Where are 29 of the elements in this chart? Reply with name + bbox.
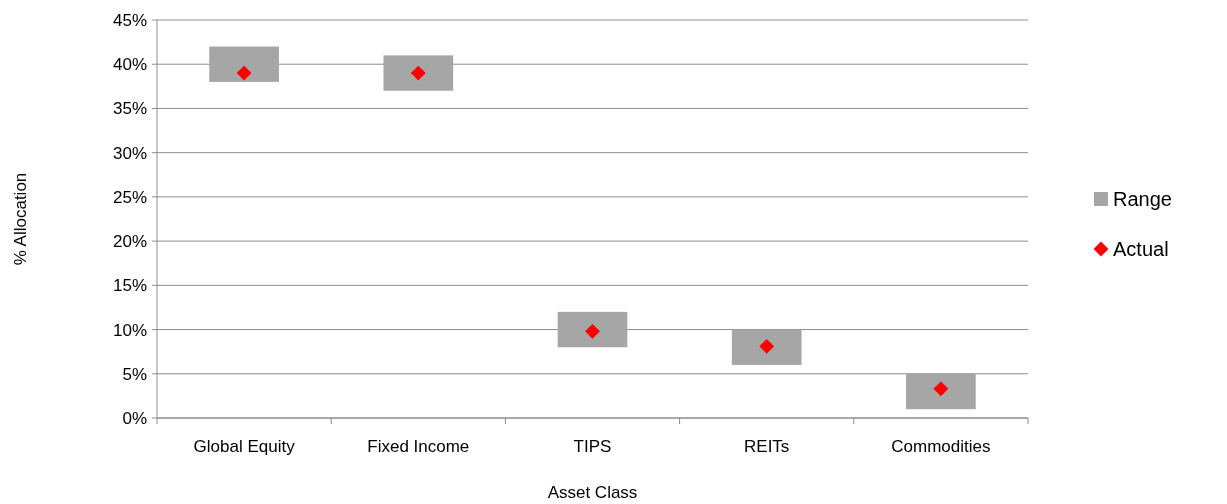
point [236,65,252,81]
y-tick-label: 45% [112,10,147,30]
x-tick-label: Fixed Income [367,437,470,456]
legend-label: Actual [1113,238,1169,260]
x-tick-label: Global Equity [193,437,296,456]
y-tick-label: 15% [112,276,147,296]
x-tick-label: TIPS [573,437,612,456]
y-tick-label: 25% [112,187,147,207]
bar [209,46,279,82]
legend-label: Range [1113,188,1172,210]
bar [906,373,976,410]
point [933,381,949,397]
y-tick-label: 10% [112,320,147,340]
y-tick-label: 30% [112,143,147,163]
point [410,65,426,81]
x-tick-label: REITs [744,437,790,456]
bar [731,329,802,365]
y-tick-label: 40% [112,55,147,75]
y-tick-label: 35% [112,99,147,119]
x-tick-label: Commodities [891,437,991,456]
bar [557,311,628,348]
y-tick-label: 0% [122,408,147,428]
x-axis-title: Asset Class [547,483,638,502]
point [759,338,775,354]
y-axis-title: % Allocation [11,172,30,266]
y-tick-label: 5% [122,364,147,384]
y-tick-label: 20% [112,232,147,252]
point [585,323,600,339]
bar [383,55,454,91]
